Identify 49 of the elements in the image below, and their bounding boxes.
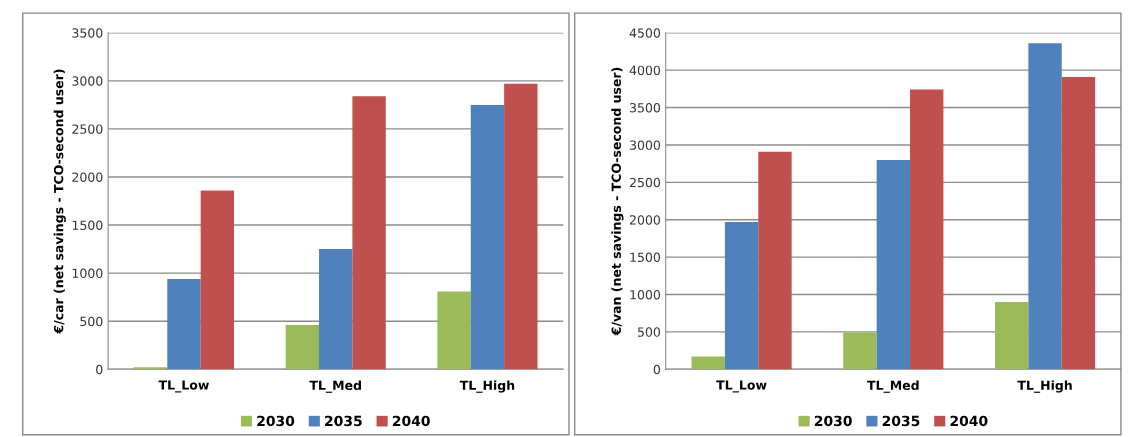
bar — [1061, 76, 1096, 370]
bar — [200, 190, 235, 370]
y-tick-label: 0 — [96, 364, 103, 375]
y-tick-label: 2000 — [72, 172, 103, 182]
bar — [910, 89, 944, 370]
bar — [470, 104, 505, 370]
bar — [352, 96, 386, 370]
y-tick-label: 1000 — [72, 268, 103, 279]
y-tick-label: 0 — [653, 364, 661, 375]
bar — [758, 151, 792, 370]
y-tick-label: 4500 — [629, 28, 661, 38]
bar — [167, 278, 201, 370]
y-tick-label: 2500 — [72, 124, 103, 134]
bar — [724, 221, 759, 370]
bar — [437, 291, 471, 370]
x-tick-label: TL_High — [1017, 380, 1072, 393]
y-tick-label: 1000 — [630, 289, 661, 300]
y-axis-title: €/car (net savings - TCO-second user) — [53, 69, 66, 334]
bar — [319, 249, 353, 370]
x-tick-label: TL_Med — [309, 380, 361, 393]
y-axis-title: €/van (net savings - TCO-second user) — [611, 67, 624, 336]
legend-label: 2035 — [882, 415, 920, 427]
y-tick-label: 1500 — [72, 220, 103, 230]
bar — [994, 301, 1029, 370]
y-tick-label: 500 — [637, 327, 661, 337]
bar — [843, 332, 877, 370]
y-tick-label: 3500 — [72, 28, 103, 38]
y-tick-label: 3000 — [72, 76, 103, 86]
legend-label: 2040 — [392, 415, 430, 427]
y-tick-label: 4000 — [629, 65, 661, 76]
legend-label: 2035 — [325, 415, 362, 427]
bar — [1028, 43, 1062, 370]
y-tick-label: 2500 — [629, 177, 661, 188]
y-tick-label: 3000 — [630, 140, 661, 150]
legend-label: 2030 — [257, 415, 295, 427]
y-tick-label: 3500 — [630, 103, 661, 113]
bar — [504, 83, 538, 370]
x-tick-label: TL_High — [459, 380, 515, 393]
legend-label: 2030 — [814, 415, 852, 427]
y-tick-label: 1500 — [630, 252, 661, 263]
x-tick-label: TL_Med — [867, 380, 919, 393]
bar — [876, 159, 911, 370]
bar — [285, 325, 320, 370]
x-tick-label: TL_Low — [158, 380, 209, 393]
y-tick-label: 500 — [80, 316, 103, 327]
bar — [691, 356, 725, 370]
legend-label: 2040 — [950, 415, 988, 427]
y-tick-label: 2000 — [629, 215, 661, 225]
x-tick-label: TL_Low — [716, 380, 767, 393]
